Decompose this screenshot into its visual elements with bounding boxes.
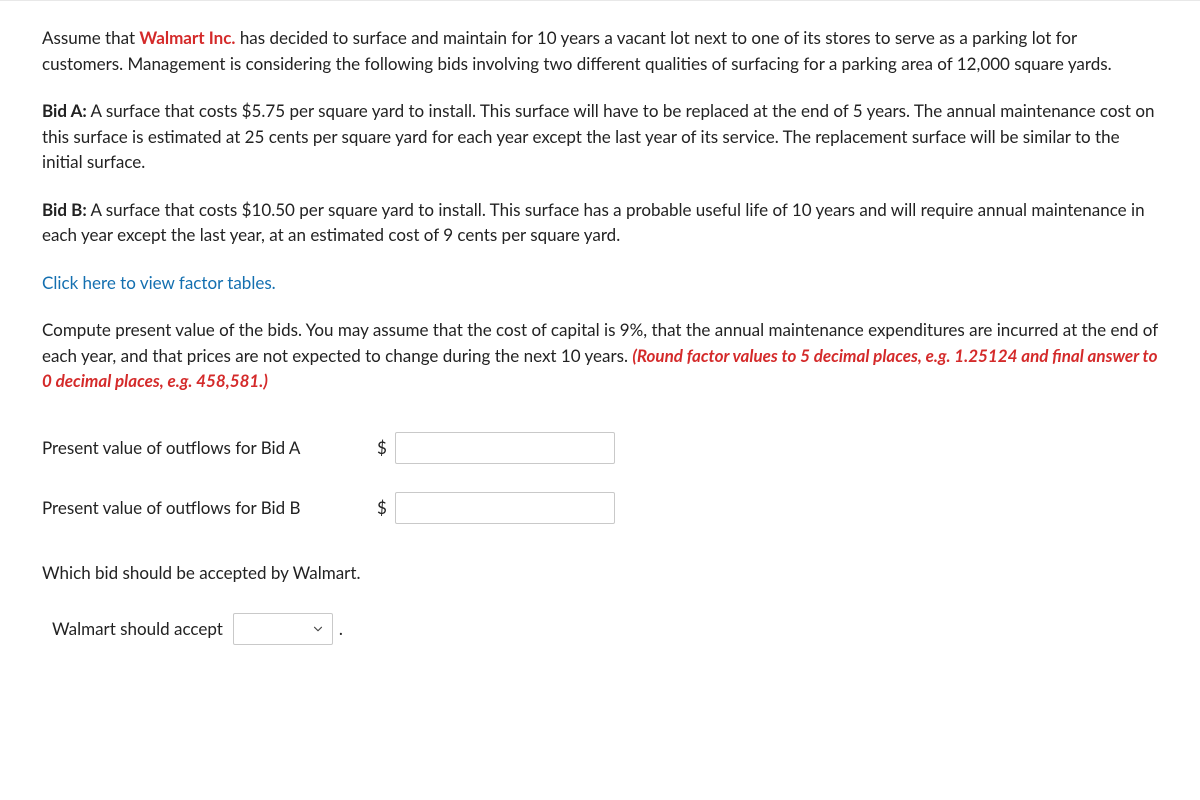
- factor-tables-link-row: Click here to view factor tables.: [42, 270, 1158, 296]
- answer-label-bid-b: Present value of outflows for Bid B: [42, 495, 377, 521]
- accept-select-wrap: [233, 613, 333, 645]
- bid-a-text: A surface that costs $5.75 per square ya…: [42, 100, 1154, 172]
- bid-a-input[interactable]: [395, 432, 615, 464]
- question-container: Assume that Walmart Inc. has decided to …: [0, 0, 1200, 800]
- bid-b-paragraph: Bid B: A surface that costs $10.50 per s…: [42, 197, 1158, 248]
- bid-b-input[interactable]: [395, 492, 615, 524]
- which-question: Which bid should be accepted by Walmart.: [42, 560, 1158, 586]
- intro-paragraph: Assume that Walmart Inc. has decided to …: [42, 25, 1158, 76]
- intro-prefix: Assume that: [42, 27, 139, 48]
- answer-row-bid-a: Present value of outflows for Bid A $: [42, 432, 1158, 464]
- brand-name: Walmart Inc.: [139, 27, 235, 48]
- accept-row: Walmart should accept .: [42, 613, 1158, 645]
- accept-period: .: [339, 616, 343, 642]
- answer-label-bid-a: Present value of outflows for Bid A: [42, 435, 377, 461]
- currency-symbol-a: $: [377, 435, 387, 461]
- bid-a-label: Bid A:: [42, 100, 87, 121]
- factor-tables-link[interactable]: Click here to view factor tables.: [42, 272, 276, 293]
- accept-select[interactable]: [233, 613, 333, 645]
- bid-a-paragraph: Bid A: A surface that costs $5.75 per sq…: [42, 98, 1158, 175]
- answer-area: Present value of outflows for Bid A $ Pr…: [42, 432, 1158, 646]
- bid-b-text: A surface that costs $10.50 per square y…: [42, 199, 1145, 246]
- bid-b-label: Bid B:: [42, 199, 87, 220]
- accept-label: Walmart should accept: [52, 616, 223, 642]
- currency-symbol-b: $: [377, 495, 387, 521]
- answer-row-bid-b: Present value of outflows for Bid B $: [42, 492, 1158, 524]
- compute-paragraph: Compute present value of the bids. You m…: [42, 317, 1158, 394]
